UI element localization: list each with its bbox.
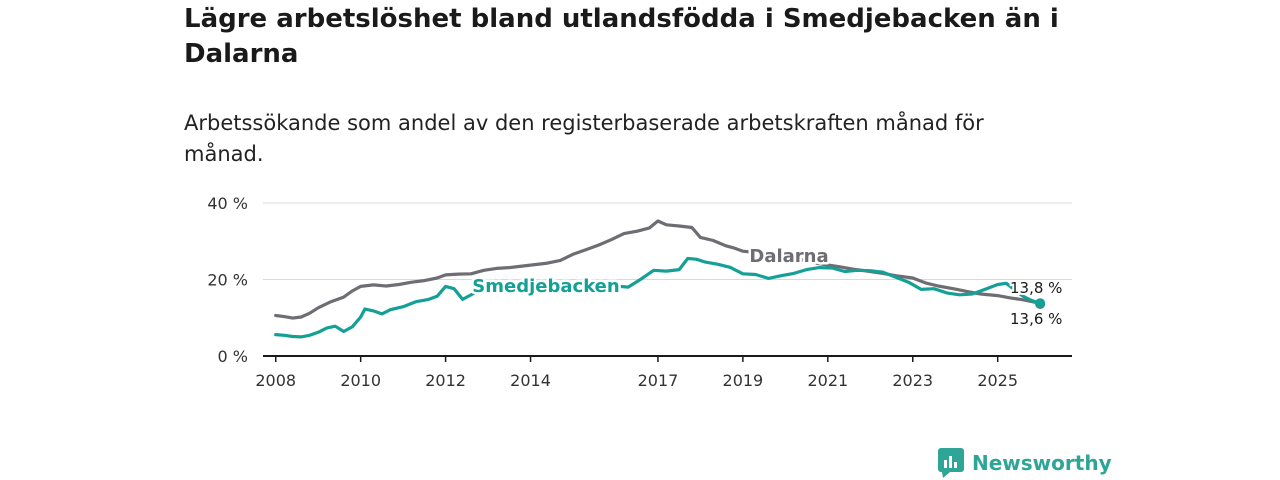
x-tick-label: 2023 [892,371,933,390]
grid-lines [263,202,1072,280]
series-line-dalarna [274,219,1042,320]
y-tick-label: 40 % [207,194,248,213]
series-name-label: Dalarna [749,246,828,267]
series-end-point-smedjebacken [1035,298,1046,309]
series-end-label: 13,8 % [1010,279,1062,297]
x-tick-label: 2021 [807,371,848,390]
x-tick-label: 2008 [255,371,296,390]
x-tick-label: 2017 [638,371,679,390]
series-name-label: Smedjebacken [472,276,619,297]
x-tick-label: 2010 [340,371,381,390]
series-labels: Dalarna Smedjebacken 13,8 % 13,6 % [470,244,1065,331]
x-tick-label: 2025 [977,371,1018,390]
chart-subtitle: Arbetssökande som andel av den registerb… [184,111,984,166]
x-tick-label: 2014 [510,371,551,390]
x-axis: 2008 2010 2012 2014 2017 2019 2021 2023 2025 [255,355,1072,390]
series-end-label: 13,6 % [1010,310,1062,328]
y-axis-ticks: 0 % 20 % 40 % [207,194,248,366]
brand-name: Newsworthy [972,451,1112,475]
y-tick-label: 0 % [218,347,248,366]
newsworthy-logo-icon [938,448,964,478]
y-tick-label: 20 % [207,271,248,290]
x-tick-label: 2012 [425,371,466,390]
brand-logo: Newsworthy [938,448,1112,478]
series-lines [274,219,1046,339]
chart-title: Lägre arbetslöshet bland utlandsfödda i … [184,4,1059,69]
series-line-smedjebacken [274,256,1042,339]
x-tick-label: 2019 [723,371,764,390]
